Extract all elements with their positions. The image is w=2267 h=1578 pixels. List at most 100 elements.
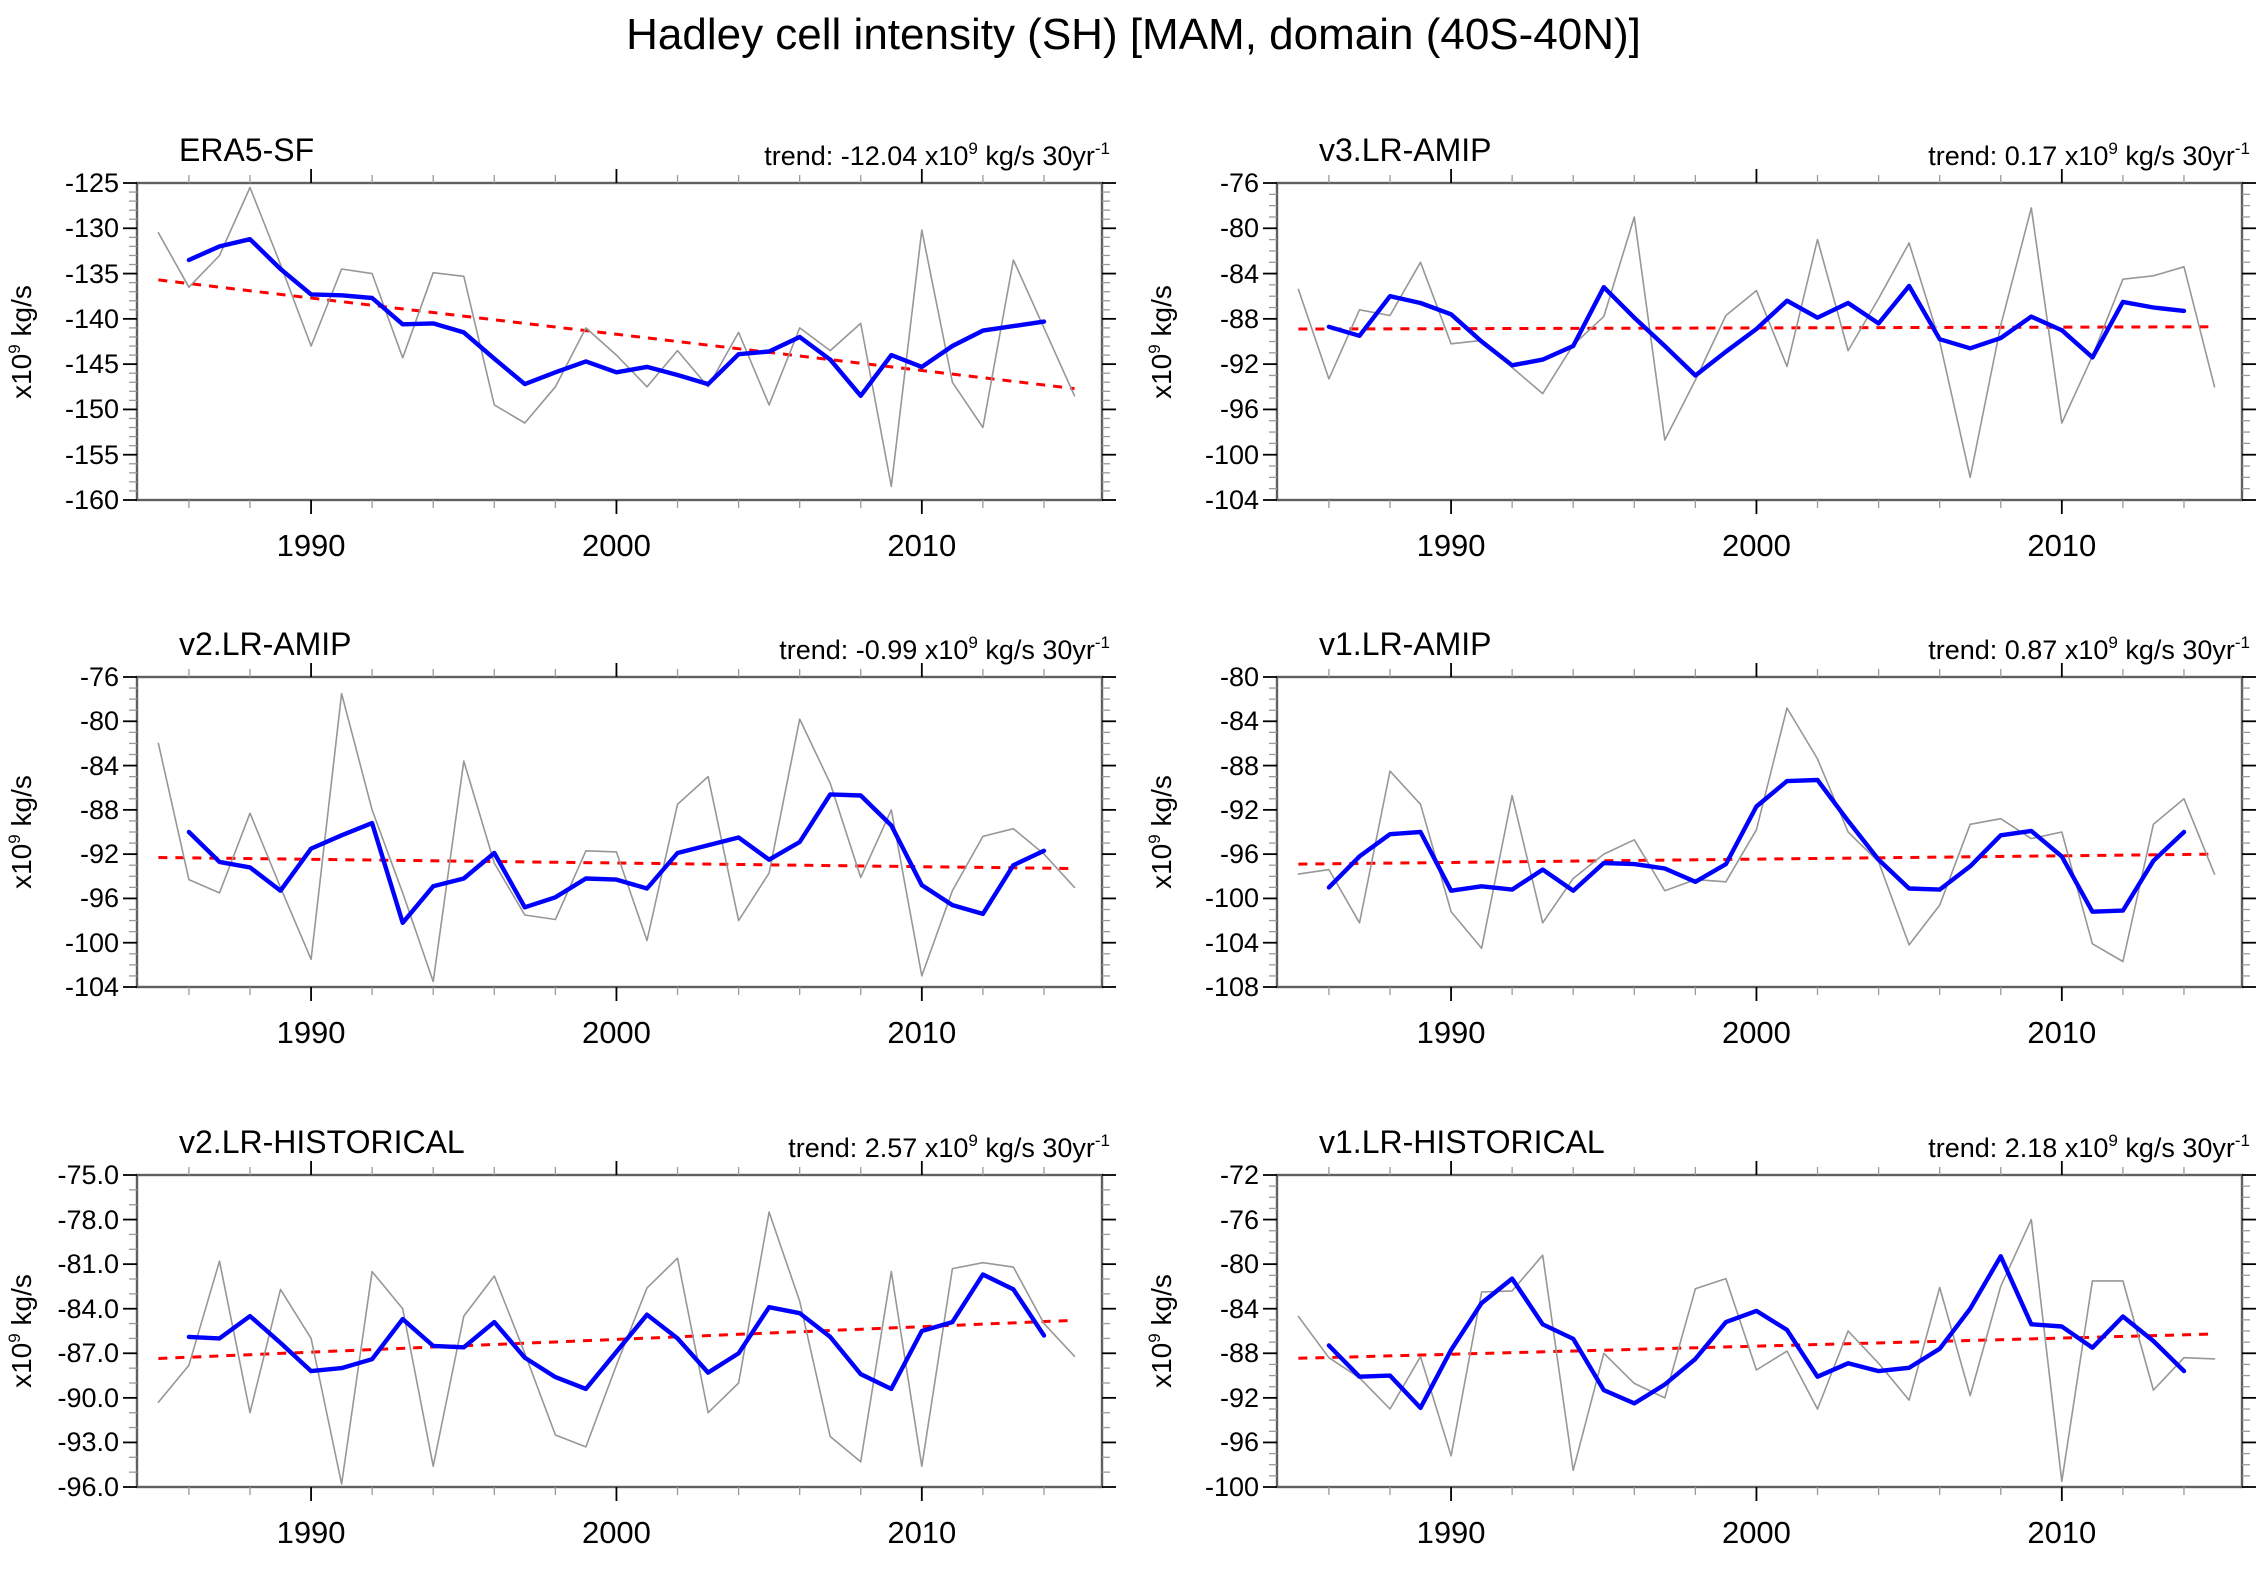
y-tick-label-era5-sf: -145 — [64, 349, 119, 380]
y-tick-label-v1-lr-historical: -84 — [1219, 1293, 1259, 1324]
trend-x10: x10 — [2057, 141, 2109, 171]
trend-value: 2.18 — [2004, 1133, 2058, 1163]
axis-frame-v3-lr-amip — [1275, 181, 2244, 502]
y-tick-label-v1-lr-amip: -92 — [1219, 794, 1259, 825]
trend-label-prefix: trend: — [1928, 1133, 2005, 1163]
trend-value: 2.57 — [864, 1133, 918, 1163]
trend-label-v1-lr-historical: trend: 2.18 x109 kg/s 30yr-1 — [1928, 1131, 2250, 1169]
y-axis-label-v3-lr-amip: x109 kg/s — [1145, 222, 1179, 462]
y-axis-label-exponent: 9 — [5, 343, 24, 354]
y-axis-label-base: x10 — [6, 353, 37, 399]
trend-label-prefix: trend: — [1928, 635, 2005, 665]
y-tick-label-era5-sf: -140 — [64, 303, 119, 334]
trend-label-v3-lr-amip: trend: 0.17 x109 kg/s 30yr-1 — [1928, 139, 2250, 177]
y-axis-label-era5-sf: x109 kg/s — [5, 222, 39, 462]
trend-label-v2-lr-historical: trend: 2.57 x109 kg/s 30yr-1 — [788, 1131, 1110, 1169]
x-tick-label-v1-lr-amip: 2000 — [1721, 1015, 1791, 1050]
y-axis-label-exponent: 9 — [5, 1333, 24, 1343]
trend-exponent-minus-one: -1 — [2234, 1131, 2250, 1150]
trend-exponent: 9 — [2108, 1131, 2118, 1150]
y-tick-label-v2-lr-amip: -76 — [79, 662, 119, 692]
trend-x10: x10 — [2057, 635, 2109, 665]
y-tick-label-v3-lr-amip: -76 — [1219, 168, 1259, 198]
trend-x10: x10 — [2057, 1133, 2109, 1163]
y-tick-label-v3-lr-amip: -80 — [1219, 213, 1259, 244]
panel-title-v1-lr-amip: v1.LR-AMIP — [1319, 626, 1492, 662]
axis-frame-v2-lr-amip — [135, 675, 1104, 989]
y-tick-label-v1-lr-amip: -104 — [1204, 927, 1259, 958]
y-axis-label-unit: kg/s — [1146, 1274, 1177, 1334]
panel-title-era5-sf: ERA5-SF — [179, 132, 315, 168]
trend-unit: kg/s 30yr — [2117, 141, 2235, 171]
trend-label-prefix: trend: — [764, 141, 841, 171]
x-tick-label-v1-lr-historical: 2000 — [1721, 1515, 1791, 1550]
smoothed-line-v1-lr-historical — [1326, 1254, 2187, 1411]
x-tick-label-v2-lr-amip: 2010 — [887, 1015, 957, 1050]
y-axis-label-base: x10 — [1146, 843, 1177, 889]
panel-title-v2-lr-historical: v2.LR-HISTORICAL — [179, 1124, 465, 1160]
y-axis-label-unit: kg/s — [6, 1274, 37, 1334]
y-axis-label-unit: kg/s — [1146, 775, 1177, 835]
y-tick-label-v2-lr-historical: -78.0 — [57, 1204, 119, 1235]
y-axis-label-unit: kg/s — [1146, 284, 1177, 344]
y-tick-label-v3-lr-amip: -92 — [1219, 349, 1259, 380]
trend-value: -0.99 — [855, 635, 918, 665]
y-tick-label-v2-lr-historical: -75.0 — [57, 1160, 119, 1190]
trend-value: -12.04 — [840, 141, 918, 171]
trend-label-prefix: trend: — [1928, 141, 2005, 171]
y-tick-label-v2-lr-historical: -84.0 — [57, 1293, 119, 1324]
annual-line-v1-lr-historical — [1297, 1218, 2216, 1483]
annual-line-v2-lr-amip — [157, 692, 1076, 983]
smoothed-line-v3-lr-amip — [1326, 283, 2187, 378]
trend-unit: kg/s 30yr — [2117, 635, 2235, 665]
trend-exponent-minus-one: -1 — [1094, 1131, 1110, 1150]
y-tick-label-v1-lr-historical: -88 — [1219, 1338, 1259, 1369]
y-tick-label-v2-lr-amip: -88 — [79, 794, 119, 825]
axis-frame-v2-lr-historical — [135, 1173, 1104, 1489]
trend-label-v1-lr-amip: trend: 0.87 x109 kg/s 30yr-1 — [1928, 633, 2250, 671]
axis-frame-v1-lr-historical — [1275, 1173, 2244, 1489]
trend-x10: x10 — [917, 1133, 969, 1163]
y-tick-label-era5-sf: -150 — [64, 394, 119, 425]
trend-value: 0.17 — [2004, 141, 2058, 171]
y-axis-label-exponent: 9 — [5, 834, 24, 844]
panel-title-v2-lr-amip: v2.LR-AMIP — [179, 626, 352, 662]
trend-exponent-minus-one: -1 — [2234, 139, 2250, 158]
y-tick-label-v1-lr-amip: -100 — [1204, 883, 1259, 914]
y-tick-label-era5-sf: -125 — [64, 168, 119, 198]
y-tick-label-era5-sf: -130 — [64, 213, 119, 244]
trend-unit: kg/s 30yr — [2117, 1133, 2235, 1163]
x-tick-label-v3-lr-amip: 1990 — [1416, 528, 1486, 563]
panel-title-v1-lr-historical: v1.LR-HISTORICAL — [1319, 1124, 1605, 1160]
y-tick-label-v1-lr-historical: -80 — [1219, 1249, 1259, 1280]
y-axis-label-v1-lr-amip: x109 kg/s — [1145, 712, 1179, 952]
y-tick-label-v3-lr-amip: -88 — [1219, 303, 1259, 334]
trend-unit: kg/s 30yr — [977, 1133, 1095, 1163]
y-tick-label-v2-lr-amip: -100 — [64, 927, 119, 958]
annual-line-v3-lr-amip — [1297, 207, 2216, 479]
trend-label-v2-lr-amip: trend: -0.99 x109 kg/s 30yr-1 — [779, 633, 1110, 671]
x-tick-label-v2-lr-historical: 1990 — [276, 1515, 346, 1550]
y-tick-label-v1-lr-historical: -96 — [1219, 1427, 1259, 1458]
y-tick-label-v2-lr-historical: -81.0 — [57, 1249, 119, 1280]
x-tick-label-v2-lr-historical: 2010 — [887, 1515, 957, 1550]
trend-exponent: 9 — [968, 1131, 978, 1150]
y-tick-label-era5-sf: -160 — [64, 485, 119, 515]
panel-title-v3-lr-amip: v3.LR-AMIP — [1319, 132, 1492, 168]
trend-exponent-minus-one: -1 — [1094, 139, 1110, 158]
x-tick-label-v2-lr-historical: 2000 — [581, 1515, 651, 1550]
trend-label-era5-sf: trend: -12.04 x109 kg/s 30yr-1 — [764, 139, 1110, 177]
x-tick-label-era5-sf: 2000 — [581, 528, 651, 563]
y-tick-label-v3-lr-amip: -100 — [1204, 439, 1259, 470]
y-tick-label-v2-lr-amip: -92 — [79, 839, 119, 870]
y-tick-label-era5-sf: -155 — [64, 439, 119, 470]
y-tick-label-v2-lr-historical: -87.0 — [57, 1338, 119, 1369]
y-axis-label-exponent: 9 — [1145, 1333, 1164, 1343]
trend-value: 0.87 — [2004, 635, 2058, 665]
y-tick-label-v1-lr-amip: -84 — [1219, 706, 1259, 737]
y-axis-label-v2-lr-amip: x109 kg/s — [5, 712, 39, 952]
x-tick-label-v3-lr-amip: 2000 — [1721, 528, 1791, 563]
y-tick-label-v1-lr-amip: -88 — [1219, 750, 1259, 781]
y-axis-label-exponent: 9 — [1145, 834, 1164, 844]
